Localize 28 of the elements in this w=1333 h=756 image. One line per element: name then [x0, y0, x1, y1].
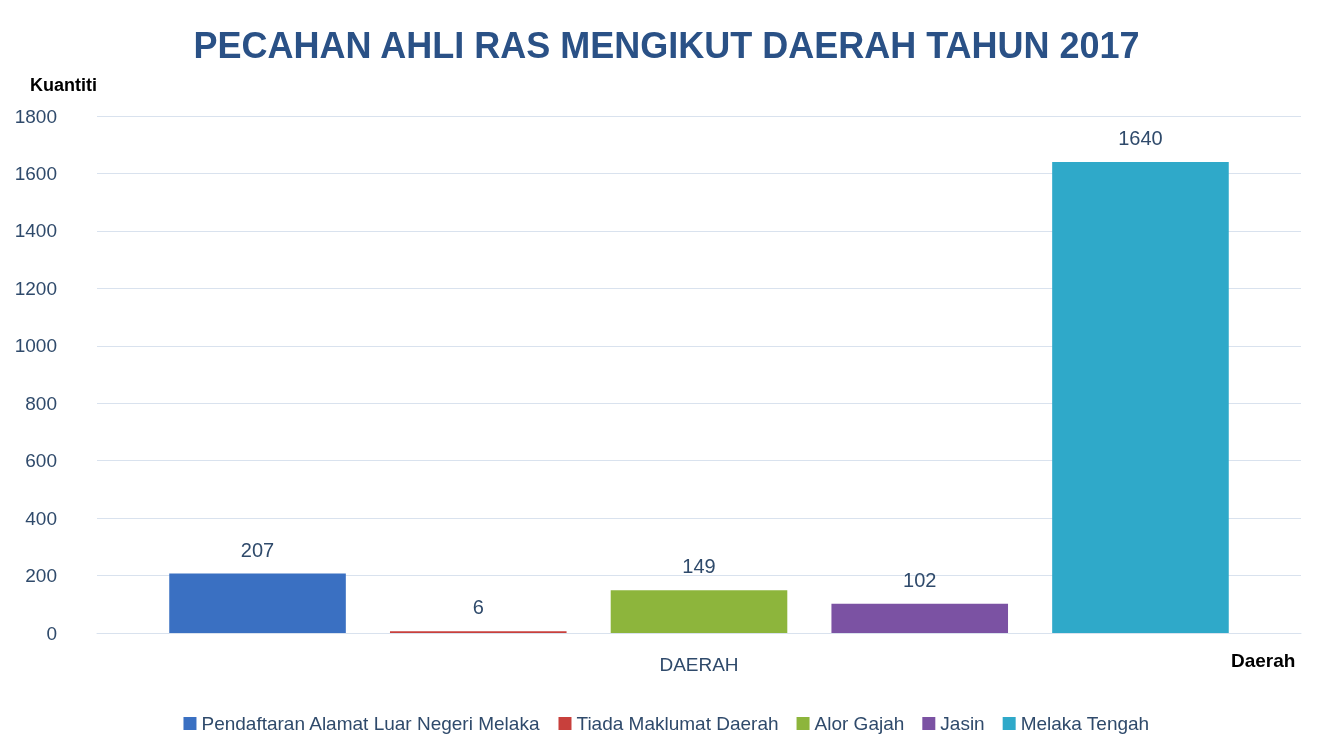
- y-tick-label: 400: [25, 507, 57, 529]
- legend-label: Pendaftaran Alamat Luar Negeri Melaka: [201, 713, 540, 734]
- data-label: 1640: [1118, 126, 1163, 149]
- y-tick-label: 1200: [14, 277, 57, 299]
- bar: [169, 573, 346, 633]
- legend-label: Tiada Maklumat Daerah: [576, 713, 779, 734]
- y-tick-label: 600: [25, 450, 57, 472]
- legend-label: Melaka Tengah: [1020, 713, 1150, 734]
- x-tick-label: DAERAH: [659, 654, 739, 675]
- y-tick-label: 1400: [14, 220, 57, 242]
- y-tick-label: 1000: [14, 335, 57, 357]
- data-label: 102: [903, 568, 937, 591]
- chart-title: PECAHAN AHLI RAS MENGIKUT DAERAH TAHUN 2017: [193, 24, 1140, 66]
- data-label: 207: [240, 538, 275, 561]
- y-tick-label: 1800: [14, 105, 57, 127]
- data-label: 6: [472, 596, 484, 619]
- y-tick-label: 0: [46, 622, 57, 644]
- y-tick-label: 200: [25, 565, 57, 587]
- legend-label: Alor Gajah: [814, 713, 905, 734]
- bar: [1052, 161, 1229, 633]
- y-tick-label: 800: [25, 392, 57, 414]
- bar: [831, 603, 1009, 633]
- data-label: 149: [682, 555, 716, 578]
- bar: [610, 590, 788, 633]
- x-axis-title: Daerah: [1231, 650, 1296, 671]
- legend-label: Jasin: [940, 713, 985, 734]
- y-axis-title: Kuantiti: [30, 75, 97, 95]
- y-tick-label: 1600: [14, 162, 57, 184]
